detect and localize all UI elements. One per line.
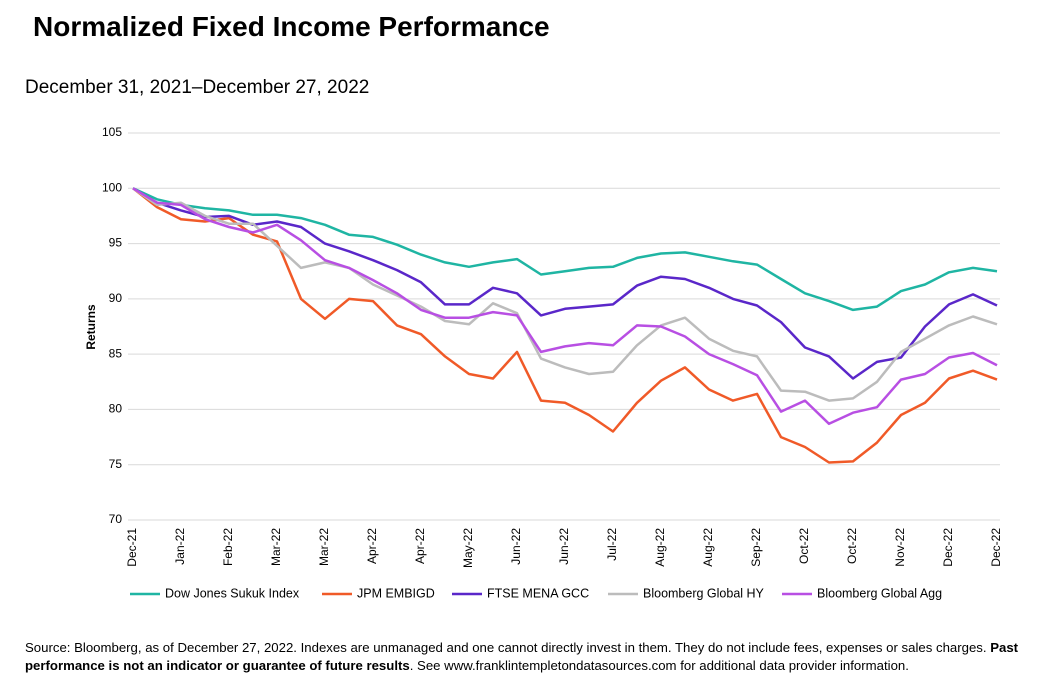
y-tick-label: 90 <box>109 291 123 305</box>
y-tick-label: 70 <box>109 512 123 526</box>
x-tick-label: Jun-22 <box>557 528 571 565</box>
legend-label: JPM EMBIGD <box>357 586 435 600</box>
legend-label: Bloomberg Global Agg <box>817 586 942 600</box>
footer-bold: Past performance is not an indicator or … <box>25 640 1019 673</box>
y-tick-label: 75 <box>109 457 123 471</box>
x-tick-label: Apr-22 <box>365 528 379 564</box>
x-tick-label: Jan-22 <box>173 528 187 565</box>
y-axis-label: Returns <box>84 304 98 350</box>
x-tick-label: Aug-22 <box>653 528 667 567</box>
series-line <box>132 187 998 312</box>
x-tick-label: Dec-22 <box>941 528 955 567</box>
x-tick-label: Oct-22 <box>797 528 811 564</box>
x-tick-label: Apr-22 <box>413 528 427 564</box>
y-tick-label: 80 <box>109 402 123 416</box>
x-tick-label: Nov-22 <box>893 528 907 567</box>
x-tick-label: Mar-22 <box>317 528 331 566</box>
x-tick-label: Jun-22 <box>509 528 523 565</box>
footer-text-end: . See www.franklintempletondatasources.c… <box>409 658 909 673</box>
series-line <box>132 187 998 426</box>
chart-subtitle: December 31, 2021–December 27, 2022 <box>25 77 369 98</box>
legend-label: Dow Jones Sukuk Index <box>165 586 300 600</box>
chart: Normalized Fixed Income Performance Dece… <box>25 11 1003 600</box>
x-tick-label: Aug-22 <box>701 528 715 567</box>
footer-text: Source: Bloomberg, as of December 27, 20… <box>25 640 991 655</box>
x-tick-label: Mar-22 <box>269 528 283 566</box>
y-tick-label: 105 <box>102 125 122 139</box>
x-tick-label: Feb-22 <box>221 528 235 566</box>
series-line <box>132 187 998 380</box>
footer: Source: Bloomberg, as of December 27, 20… <box>25 639 1035 675</box>
x-tick-label: May-22 <box>461 528 475 568</box>
x-tick-label: Jul-22 <box>605 528 619 561</box>
x-tick-label: Dec-21 <box>125 528 139 567</box>
x-tick-label: Oct-22 <box>845 528 859 564</box>
chart-title: Normalized Fixed Income Performance <box>33 11 550 42</box>
series-line <box>132 187 998 464</box>
legend-label: FTSE MENA GCC <box>487 586 589 600</box>
y-tick-label: 85 <box>109 346 123 360</box>
series-line <box>132 187 998 402</box>
x-tick-label: Sep-22 <box>749 528 763 567</box>
y-tick-label: 95 <box>109 236 123 250</box>
x-tick-label: Dec-22 <box>989 528 1003 567</box>
y-tick-label: 100 <box>102 180 122 194</box>
legend-label: Bloomberg Global HY <box>643 586 765 600</box>
